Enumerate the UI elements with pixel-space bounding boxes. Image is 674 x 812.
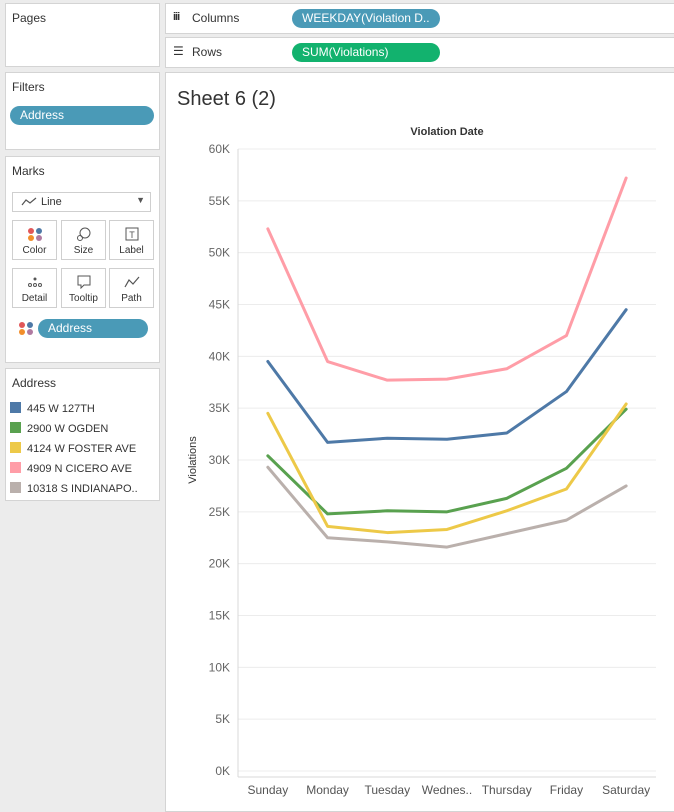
size-label: Size	[73, 245, 94, 256]
color-button[interactable]: Color	[12, 220, 57, 260]
legend-label: 4124 W FOSTER AVE	[27, 443, 137, 455]
tooltip-button[interactable]: Tooltip	[61, 268, 106, 308]
columns-shelf: iii Columns WEEKDAY(Violation D..	[165, 3, 674, 34]
y-tick-label: 60K	[209, 142, 230, 156]
y-tick-label: 55K	[209, 194, 230, 208]
series-line	[266, 176, 628, 382]
columns-icon: iii	[173, 11, 180, 23]
filter-pill-address[interactable]: Address	[10, 106, 154, 125]
legend-card: Address 445 W 127TH 2900 W OGDEN 4124 W FO…	[5, 368, 160, 501]
size-icon	[76, 227, 90, 241]
mark-type-dropdown[interactable]: Line ▼	[12, 192, 151, 212]
detail-button[interactable]: Detail	[12, 268, 57, 308]
line-chart: Violation Date 0K 5K 10K 15K 20K 25K 30K 35K 40K 4…	[187, 126, 656, 797]
legend-label: 10318 S INDIANAPO..	[27, 483, 138, 495]
chevron-down-icon: ▼	[136, 195, 145, 205]
detail-icon	[27, 277, 42, 287]
legend-swatch	[10, 402, 21, 413]
x-tick-label: Saturday	[602, 783, 650, 797]
y-tick-label: 0K	[215, 764, 230, 778]
y-axis-title: Violations	[187, 436, 199, 484]
svg-text:T: T	[129, 230, 135, 240]
chart-title: Violation Date	[410, 126, 483, 138]
sheet-title: Sheet 6 (2)	[177, 88, 276, 110]
color-label: Color	[22, 245, 47, 256]
marks-title: Marks	[12, 164, 45, 178]
y-tick-label: 35K	[209, 401, 230, 415]
rows-icon: ☰	[173, 44, 184, 58]
series-line	[266, 407, 628, 516]
y-tick-label: 30K	[209, 453, 230, 467]
y-tick-label: 20K	[209, 557, 230, 571]
y-tick-label: 45K	[209, 298, 230, 312]
columns-pill[interactable]: WEEKDAY(Violation D..	[292, 9, 440, 28]
filters-card: Filters Address	[5, 72, 160, 150]
rows-pill[interactable]: SUM(Violations)	[292, 43, 440, 62]
pages-card: Pages	[5, 3, 160, 67]
series-line	[266, 465, 628, 549]
x-tick-label: Friday	[550, 783, 583, 797]
series-line	[266, 402, 628, 535]
legend-item[interactable]: 10318 S INDIANAPO..	[10, 479, 138, 499]
color-icon	[27, 228, 42, 241]
legend-item[interactable]: 4909 N CICERO AVE	[10, 459, 132, 479]
path-button[interactable]: Path	[109, 268, 154, 308]
rows-label: Rows	[192, 45, 223, 59]
legend-swatch	[10, 442, 21, 453]
tooltip-label: Tooltip	[69, 293, 98, 304]
label-icon: T	[125, 227, 138, 241]
legend-label: 4909 N CICERO AVE	[27, 463, 132, 475]
x-tick-label: Wednes..	[422, 783, 472, 797]
legend-swatch	[10, 482, 21, 493]
legend-label: 2900 W OGDEN	[27, 423, 109, 435]
y-tick-label: 50K	[209, 246, 230, 260]
y-tick-label: 15K	[209, 609, 230, 623]
pages-title: Pages	[12, 11, 47, 25]
path-icon	[123, 276, 139, 288]
legend-swatch	[10, 422, 21, 433]
color-dots-icon	[19, 322, 33, 335]
legend-item[interactable]: 4124 W FOSTER AVE	[10, 439, 136, 459]
legend-item[interactable]: 445 W 127TH	[10, 399, 95, 419]
sheet-view: Sheet 6 (2) Violation Date 0K 5K 10K 15K 20K 2…	[165, 72, 674, 812]
x-tick-label: Monday	[306, 783, 349, 797]
x-tick-label: Thursday	[482, 783, 532, 797]
legend-item[interactable]: 2900 W OGDEN	[10, 419, 108, 439]
y-tick-label: 40K	[209, 349, 230, 363]
path-label: Path	[121, 293, 142, 304]
filters-title: Filters	[12, 80, 45, 94]
detail-label: Detail	[21, 293, 48, 304]
x-tick-label: Sunday	[248, 783, 289, 797]
label-button[interactable]: T Label	[109, 220, 154, 260]
y-tick-label: 5K	[215, 712, 230, 726]
series-line	[266, 308, 628, 444]
mark-type-label: Line	[41, 196, 62, 208]
legend-label: 445 W 127TH	[27, 403, 95, 415]
label-label: Label	[119, 245, 144, 256]
line-mark-icon	[21, 197, 37, 206]
legend-title: Address	[12, 376, 57, 390]
y-tick-label: 25K	[209, 505, 230, 519]
x-tick-label: Tuesday	[364, 783, 410, 797]
marks-card: Marks Line ▼ Color Size T Label Detail T…	[5, 156, 160, 363]
y-tick-label: 10K	[209, 660, 230, 674]
marks-pill-address[interactable]: Address	[38, 319, 148, 338]
legend-swatch	[10, 462, 21, 473]
tooltip-icon	[77, 275, 90, 289]
size-button[interactable]: Size	[61, 220, 106, 260]
columns-label: Columns	[192, 11, 240, 25]
rows-shelf: ☰ Rows SUM(Violations)	[165, 37, 674, 68]
